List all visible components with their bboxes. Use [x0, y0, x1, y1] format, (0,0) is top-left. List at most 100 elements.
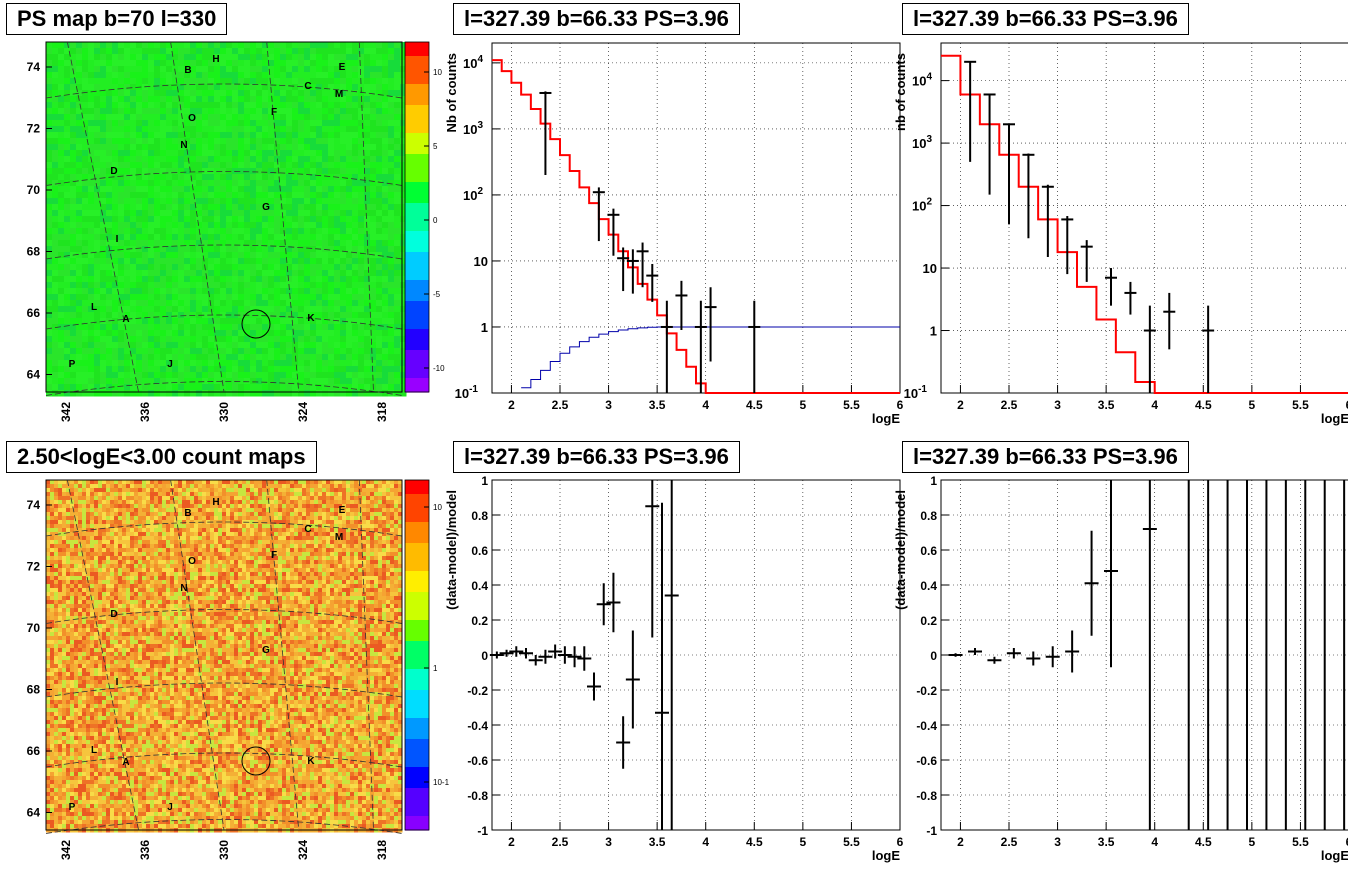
colorbar-cell	[405, 63, 429, 71]
source-label-h: H	[212, 54, 219, 65]
colorbar-cell	[405, 266, 429, 274]
count-map-title: 2.50<logE<3.00 count maps	[6, 441, 317, 473]
colorbar-cell	[405, 91, 429, 99]
source-label-k: K	[307, 756, 315, 767]
colorbar-cell	[405, 343, 429, 351]
residual-point	[1045, 646, 1060, 668]
colorbar-cell	[405, 508, 429, 516]
colorbar-cell	[405, 522, 429, 530]
l-tick-label: 330	[217, 840, 231, 860]
b-tick-label: 64	[27, 368, 41, 382]
latitude-line	[45, 752, 403, 768]
residual-point	[596, 583, 611, 626]
x-tick-label: 5.5	[843, 835, 860, 849]
residual-point	[655, 502, 669, 830]
colorbar-cell	[405, 704, 429, 712]
residual-point	[587, 672, 601, 701]
data-point	[1105, 268, 1117, 306]
residual-panel-2: 2 2.5 3 3.5 4 4.5 5 5.5 6 1 0.8 0.6 0.4 0.2 0 -0.2 -0.4 -…	[893, 437, 1348, 875]
colorbar-cell	[405, 487, 429, 495]
colorbar-cell	[405, 196, 429, 204]
x-tick-label: 5	[1249, 398, 1256, 412]
y-tick-label: 0	[481, 649, 488, 663]
colorbar-cell	[405, 725, 429, 733]
colorbar-cell	[405, 308, 429, 316]
x-tick-label: 2.5	[552, 398, 569, 412]
latitude-line	[45, 521, 403, 537]
longitude-line	[66, 479, 139, 831]
l-tick-label: 342	[59, 840, 73, 860]
y-axis-label: (data-model)/model	[893, 490, 908, 610]
latitude-line	[45, 171, 403, 186]
y-tick-label: -0.6	[916, 754, 937, 768]
source-label-e: E	[339, 505, 346, 516]
colorbar-cell	[405, 98, 429, 106]
colorbar-tick-label: 1	[433, 664, 438, 673]
colorbar-cell	[405, 585, 429, 593]
colorbar-cell	[405, 357, 429, 365]
residual-point	[528, 655, 543, 666]
source-label-p: P	[69, 359, 76, 370]
x-tick-label: 3	[605, 835, 612, 849]
b-tick-label: 74	[27, 60, 41, 74]
colorbar-cell	[405, 77, 429, 85]
data-point	[1022, 153, 1035, 239]
x-tick-label: 4.5	[1195, 398, 1212, 412]
colorbar-cell	[405, 161, 429, 169]
colorbar	[404, 479, 430, 831]
model-step-line-0	[941, 54, 1348, 394]
colorbar-cell	[405, 147, 429, 155]
l-tick-label: 330	[217, 402, 231, 422]
source-label-p: P	[69, 802, 76, 813]
colorbar-cell	[405, 690, 429, 698]
y-tick-label: 0.6	[471, 544, 488, 558]
colorbar-cell	[405, 634, 429, 642]
count-map-plot: H B E C M O F N D G I L A K P J 74 72 70 68 66 64 342 336 330 324…	[27, 479, 450, 860]
residual-point	[664, 480, 679, 830]
colorbar-cell	[405, 231, 429, 239]
residual-point	[1084, 530, 1099, 636]
x-tick-label: 5	[800, 835, 807, 849]
colorbar-cell	[405, 620, 429, 628]
x-axis-label: logE	[1321, 411, 1348, 426]
x-tick-label: 4.5	[746, 835, 763, 849]
y-tick-label: -0.4	[467, 719, 488, 733]
plot-frame	[491, 42, 901, 394]
spectrum-title-1: l=327.39 b=66.33 PS=3.96	[453, 3, 740, 35]
residual-title-1: l=327.39 b=66.33 PS=3.96	[453, 441, 740, 473]
y-tick-label: 10	[474, 254, 488, 269]
data-point	[1124, 281, 1137, 315]
colorbar-cell	[405, 322, 429, 330]
x-tick-label: 4	[702, 835, 709, 849]
y-tick-label: -0.8	[916, 789, 937, 803]
colorbar	[404, 41, 430, 393]
y-axis-label: nb of counts	[893, 53, 908, 131]
colorbar-cell	[405, 154, 429, 162]
residual-point	[1006, 648, 1021, 659]
colorbar-cell	[405, 536, 429, 544]
colorbar-tick-label: 0	[433, 216, 438, 225]
residual-point	[1142, 480, 1157, 830]
b-tick-label: 66	[27, 744, 41, 758]
y-tick-label: 10-1	[904, 384, 928, 401]
data-point	[1163, 292, 1176, 350]
model-step-line-1	[521, 326, 900, 389]
data-point	[1061, 216, 1074, 275]
residual-point	[1065, 630, 1080, 673]
colorbar-frame	[404, 479, 430, 831]
residual-point	[987, 656, 1002, 664]
y-tick-label: 0	[930, 649, 937, 663]
colorbar-cell	[405, 683, 429, 691]
map-grid	[45, 41, 403, 396]
colorbar-cell	[405, 571, 429, 579]
latitude-line	[45, 83, 403, 99]
latitude-line	[45, 609, 403, 624]
source-label-l: L	[91, 745, 97, 756]
source-label-b: B	[184, 65, 191, 76]
residual-point	[606, 572, 621, 633]
longitude-line	[358, 41, 374, 393]
data-point	[1003, 123, 1015, 225]
source-label-a: A	[122, 314, 129, 325]
residual-plot-1: 2 2.5 3 3.5 4 4.5 5 5.5 6 1 0.8 0.6 0.4 0.2 0 -0.2 -0.4 -…	[444, 474, 904, 863]
colorbar-cell	[405, 669, 429, 677]
